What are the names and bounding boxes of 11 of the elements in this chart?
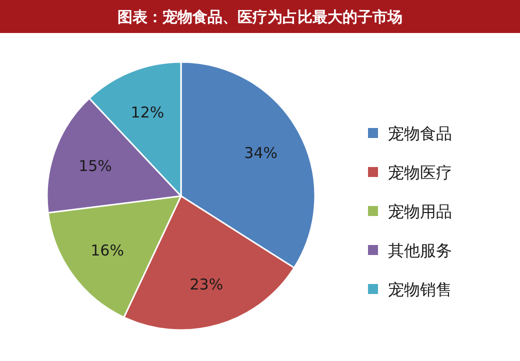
data-label: 16% [90, 242, 124, 260]
legend-label: 宠物销售 [388, 280, 452, 299]
legend-label: 宠物食品 [388, 124, 452, 143]
chart-title: 图表：宠物食品、医疗为占比最大的子市场 [118, 8, 402, 26]
data-label: 34% [244, 144, 278, 162]
data-label: 15% [78, 157, 112, 176]
data-label: 12% [130, 103, 164, 122]
legend-label: 宠物用品 [388, 202, 452, 221]
legend-label: 宠物医疗 [388, 163, 452, 182]
data-label: 23% [190, 276, 224, 294]
legend-label: 其他服务 [388, 241, 452, 260]
